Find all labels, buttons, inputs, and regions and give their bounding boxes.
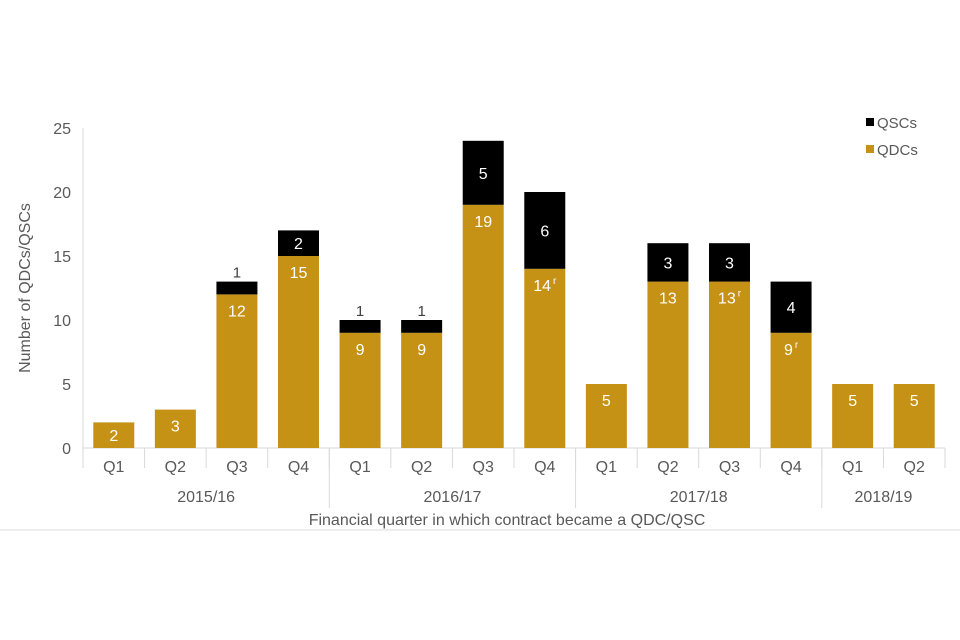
bar-qscs [770,281,812,333]
x-axis-title: Financial quarter in which contract beca… [309,512,706,529]
bar-label-qdcs: 12 [228,303,246,320]
x-group-label: 2017/18 [670,489,728,506]
bar-label-qdcs: 2 [109,428,118,445]
x-tick-label: Q4 [288,459,309,476]
x-group-label: 2016/17 [424,489,482,506]
bar-label-qscs: 1 [233,265,241,282]
bar-label-qscs: 1 [356,303,364,320]
bar-qdcs [93,422,135,448]
bar-label-qdcs: 13 [659,291,677,308]
x-tick-label: Q1 [349,459,370,476]
bar-qdcs [339,332,381,448]
x-tick-label: Q4 [780,459,801,476]
revised-marker: r [553,276,557,287]
bar-qdcs [154,409,196,448]
bar-qscs [647,243,689,282]
legend-swatch-qdcs [866,145,874,153]
bar-qdcs [278,256,319,448]
bar-qdcs [216,294,258,448]
y-tick-label: 15 [53,249,71,266]
x-group-label: 2015/16 [177,489,235,506]
y-tick-label: 20 [53,185,71,202]
bar-qscs [339,320,381,333]
bar-label-qdcs: 5 [848,393,857,410]
bar-qdcs [462,204,504,448]
bar-label-qscs: 1 [417,303,425,320]
x-tick-label: Q3 [226,459,247,476]
x-tick-label: Q1 [596,459,617,476]
bar-label-qscs: 5 [479,166,488,183]
bar-label-qdcs: 5 [602,393,611,410]
x-tick-label: Q2 [657,459,678,476]
bar-qdcs [401,332,443,448]
bar-qscs [216,281,258,295]
legend-label-qdcs: QDCs [877,142,918,159]
bar-label-qscs: 3 [725,255,734,272]
bar-qscs [278,230,319,256]
bar-label-qdcs: 9 [356,342,365,359]
x-tick-label: Q2 [411,459,432,476]
bar-label-qdcs: 3 [171,419,180,436]
y-axis-title: Number of QDCs/QSCs [17,203,34,373]
bar-qscs [524,192,566,269]
bar-qscs [709,243,750,282]
legend-swatch-qscs [866,118,874,126]
bar-label-qdcs: 9 [417,342,426,359]
bar-qdcs [893,384,935,448]
x-tick-label: Q1 [103,459,124,476]
bar-label-qdcs: 15 [290,265,308,282]
bar-qdcs [585,384,627,448]
x-tick-label: Q2 [165,459,186,476]
x-tick-label: Q2 [904,459,925,476]
y-tick-label: 10 [53,313,71,330]
bar-qdcs [647,281,689,448]
bar-qdcs [770,332,812,448]
x-tick-label: Q3 [719,459,740,476]
legend-label-qscs: QSCs [877,115,917,132]
bar-label-qdcs: 5 [910,393,919,410]
y-tick-label: 25 [53,121,71,138]
bar-label-qdcs: 19 [474,214,492,231]
bar-label-qscs: 2 [294,236,303,253]
x-tick-label: Q3 [473,459,494,476]
revised-marker: r [738,289,742,300]
bar-qscs [401,320,443,333]
revised-marker: r [795,340,799,351]
bar-label-qscs: 3 [663,255,672,272]
y-tick-label: 0 [62,441,71,458]
x-tick-label: Q1 [842,459,863,476]
bar-label-qscs: 6 [540,223,549,240]
y-tick-label: 5 [62,377,71,394]
bar-qdcs [709,281,750,448]
x-tick-label: Q4 [534,459,555,476]
bar-qdcs [524,268,566,448]
bar-label-qscs: 4 [787,300,796,317]
bar-qscs [462,140,504,205]
x-group-label: 2018/19 [855,489,913,506]
bar-qdcs [832,384,874,448]
